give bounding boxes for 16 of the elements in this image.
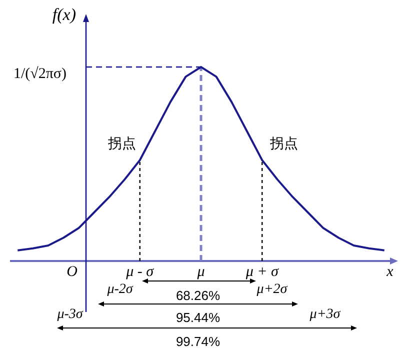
annotation: 68.26% bbox=[176, 288, 220, 303]
annotation: O bbox=[66, 264, 78, 280]
annotation: 拐点 bbox=[108, 135, 136, 152]
xtick: μ - σ bbox=[126, 264, 154, 280]
annotation: μ+3σ bbox=[310, 307, 340, 322]
annotation: 99.74% bbox=[176, 334, 220, 349]
annotation: μ-3σ bbox=[57, 307, 83, 322]
x-axis-title: x bbox=[386, 264, 394, 280]
annotation: μ+2σ bbox=[256, 282, 288, 297]
ref-label: 1/(√2πσ) bbox=[13, 66, 67, 82]
annotation: 95.44% bbox=[176, 310, 220, 325]
annotation: μ-2σ bbox=[107, 282, 133, 297]
xtick: μ + σ bbox=[246, 264, 278, 280]
y-axis-title: f(x) bbox=[52, 5, 76, 24]
xtick: μ bbox=[197, 264, 205, 280]
annotation: 拐点 bbox=[270, 135, 298, 152]
